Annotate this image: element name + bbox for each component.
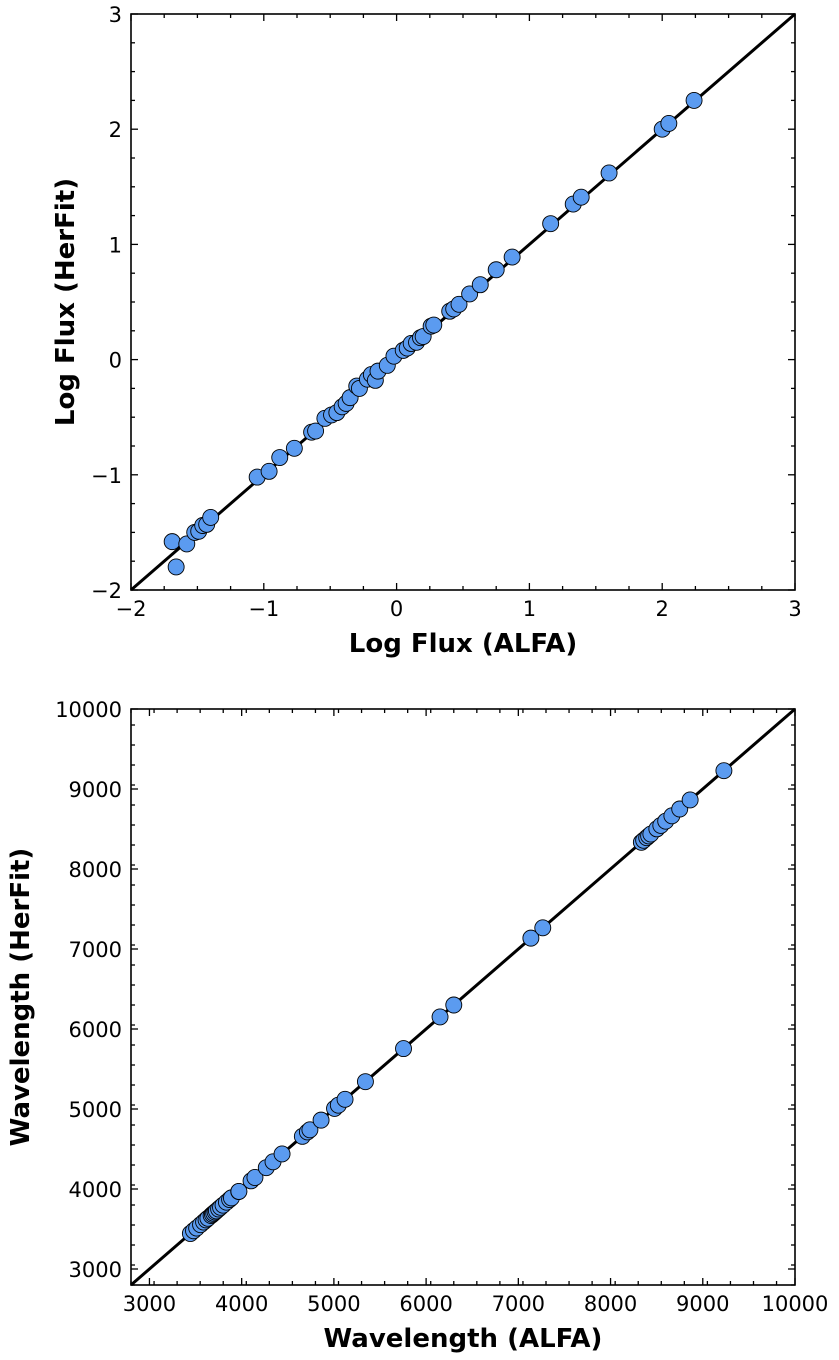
data-point [431,1008,449,1026]
data-point [522,929,540,947]
data-point [271,449,289,466]
wavelength-comparison-panel: 3000 4000 5000 6000 7000 8000 9000 10000 3000 400… [6,698,828,1354]
y-tick-label: 7000 [69,938,122,962]
x-tick-label: 5000 [307,1292,360,1316]
x-tick-label: 2 [656,597,669,621]
y-axis-label: Wavelength (HerFit) [6,848,36,1147]
data-point [445,996,463,1014]
y-tick-label: 3000 [69,1258,122,1282]
data-point [307,422,325,440]
data-point [336,1090,354,1108]
x-tick-label: 1 [523,597,536,621]
x-tick-label: −2 [116,597,147,621]
data-point [660,114,678,132]
y-tick-label: 9000 [69,778,122,802]
y-axis-label: Log Flux (HerFit) [51,178,81,426]
x-axis-label: Wavelength (ALFA) [324,1324,603,1354]
x-tick-label: 3 [788,597,801,621]
x-tick-label: −1 [248,597,279,621]
x-tick-label: 10000 [762,1292,829,1316]
data-point [503,248,521,266]
y-tick-label: 0 [109,349,122,373]
data-point [202,508,220,526]
data-point [230,1182,248,1200]
y-tick-label: 3 [109,3,122,27]
data-point [246,1169,264,1186]
y-tick-label: 6000 [69,1018,122,1042]
y-tick-label: 10000 [55,698,122,722]
data-point [542,215,560,233]
x-tick-label: 7000 [492,1292,545,1316]
x-axis-label: Log Flux (ALFA) [349,629,577,659]
y-tick-label: 8000 [69,858,122,882]
data-point [167,558,185,576]
data-point [163,533,181,551]
data-point [600,164,618,182]
data-point [273,1145,291,1163]
y-tick-label: 2 [109,118,122,142]
data-point [285,439,303,457]
x-tick-label: 6000 [399,1292,452,1316]
data-point [260,462,278,480]
x-tick-label: 9000 [676,1292,729,1316]
data-point [301,1121,319,1139]
data-point [715,762,733,780]
plot-frame [130,708,796,1286]
data-point [450,295,468,313]
x-tick-label: 4000 [215,1292,268,1316]
data-point [356,1073,374,1091]
y-tick-label: 5000 [69,1098,122,1122]
x-tick-label: 8000 [584,1292,637,1316]
data-point [681,791,699,809]
data-point [178,535,196,553]
data-point [572,188,590,206]
flux-comparison-panel: −2 −1 0 1 2 3 −2 −1 0 1 2 3 Log Flux (ALFA) Log Flux … [51,3,802,659]
data-point [471,276,489,294]
y-tick-label: 1 [109,233,122,257]
x-tick-label: 0 [390,597,403,621]
data-point [425,316,443,334]
data-point [487,261,505,279]
data-point [685,91,703,109]
data-point [312,1111,330,1129]
y-tick-label: −1 [91,464,122,488]
data-point [534,919,552,937]
x-tick-label: 3000 [123,1292,176,1316]
y-tick-label: 4000 [69,1178,122,1202]
data-point [395,1040,412,1058]
y-tick-label: −2 [91,579,122,603]
